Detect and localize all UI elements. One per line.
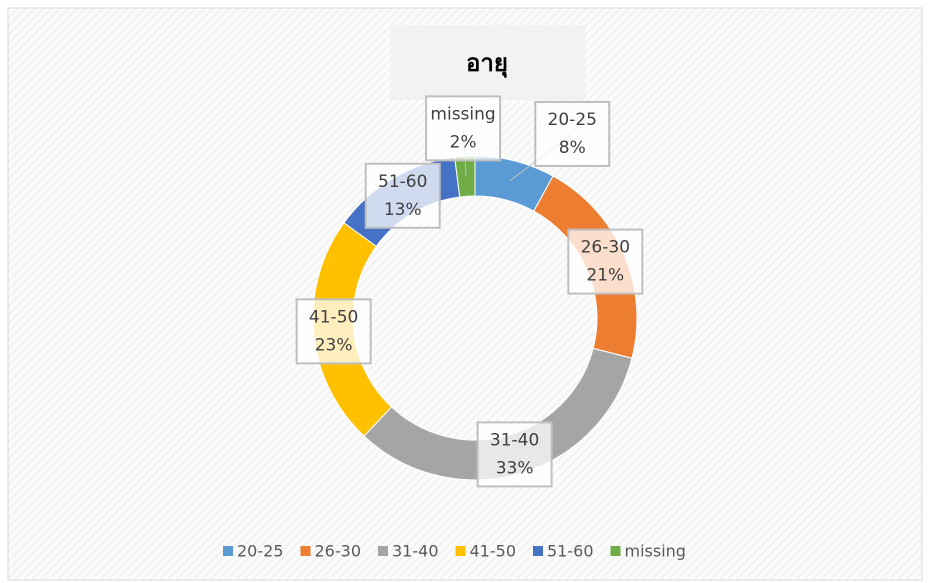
data-label: 41-50 23%	[295, 298, 372, 365]
chart-title: อายุ	[466, 49, 508, 79]
label-box	[476, 421, 553, 488]
label-value: 2%	[450, 132, 477, 152]
legend-label: missing	[625, 542, 686, 561]
data-label: 51-60 13%	[364, 162, 441, 229]
legend-label: 31-40	[392, 542, 439, 561]
label-value: 23%	[315, 335, 353, 355]
label-box	[534, 100, 611, 167]
legend-swatch	[223, 546, 233, 556]
data-label: 26-30 21%	[567, 228, 644, 295]
label-box	[567, 228, 644, 295]
label-category: 31-40	[490, 430, 539, 450]
label-box	[364, 162, 441, 229]
legend-swatch	[300, 546, 311, 556]
legend-label: 51-60	[547, 542, 594, 561]
legend-swatch	[378, 546, 388, 556]
label-box	[295, 298, 372, 365]
title-box	[390, 25, 585, 100]
data-label: 31-40 33%	[476, 421, 553, 488]
legend-label: 20-25	[237, 542, 284, 561]
label-category: 51-60	[378, 172, 427, 192]
data-label: 20-25 8%	[510, 100, 611, 181]
legend-swatch	[455, 546, 466, 556]
data-label: missing 2%	[425, 95, 502, 177]
label-category: 41-50	[309, 307, 358, 327]
legend-label: 26-30	[315, 542, 362, 561]
label-value: 13%	[384, 200, 422, 220]
label-box	[425, 95, 502, 162]
label-value: 21%	[586, 266, 624, 286]
legend-swatch	[610, 546, 621, 556]
label-value: 8%	[559, 138, 586, 158]
label-value: 33%	[496, 458, 534, 478]
legend-label: 41-50	[470, 542, 517, 561]
legend-swatch	[533, 546, 543, 556]
label-category: 26-30	[581, 238, 630, 258]
label-category: 20-25	[548, 110, 597, 130]
label-category: missing	[430, 104, 495, 124]
